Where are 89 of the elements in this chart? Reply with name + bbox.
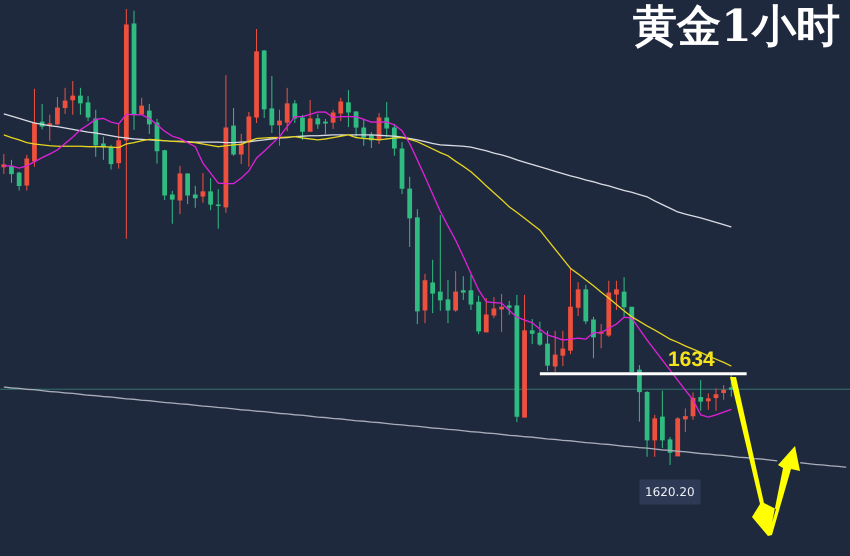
candlestick xyxy=(591,316,596,359)
candlestick xyxy=(492,296,496,319)
candlestick xyxy=(124,8,129,240)
candlestick xyxy=(682,408,688,433)
candlestick xyxy=(47,114,52,142)
candlestick xyxy=(522,294,527,418)
candlestick xyxy=(224,74,228,214)
candlestick xyxy=(598,324,604,349)
candlestick xyxy=(422,273,428,324)
candlestick xyxy=(606,280,612,338)
candlestick xyxy=(629,306,634,372)
candlestick xyxy=(300,114,305,140)
candlestick xyxy=(93,109,98,158)
candlestick xyxy=(614,280,619,310)
candlestick xyxy=(514,294,520,423)
candlestick xyxy=(323,118,328,134)
candlestick xyxy=(178,165,182,215)
candlestick xyxy=(468,274,474,310)
candlestick xyxy=(460,276,466,300)
candlestick xyxy=(728,374,734,398)
candlestick xyxy=(354,110,358,138)
candlestick xyxy=(170,190,175,224)
candlestick xyxy=(277,109,282,146)
candlestick xyxy=(254,28,259,124)
candlestick xyxy=(185,172,190,205)
candlestick xyxy=(216,188,221,230)
candlestick xyxy=(414,208,420,325)
candlestick xyxy=(16,171,22,191)
annotation: 1620.20 xyxy=(645,485,695,499)
candlestick xyxy=(315,113,320,130)
candlestick xyxy=(552,330,558,372)
candlestick xyxy=(668,436,672,466)
candlestick xyxy=(438,214,443,312)
candlestick xyxy=(660,390,665,449)
candlestick xyxy=(24,154,30,191)
candlestick xyxy=(706,392,711,410)
candlestick xyxy=(446,279,450,324)
candlestick xyxy=(238,133,244,165)
candlestick xyxy=(139,97,144,116)
candlestick xyxy=(346,90,351,128)
candlestick xyxy=(284,87,290,132)
candlestick xyxy=(560,330,566,367)
candlestick xyxy=(430,259,436,314)
candlestick xyxy=(675,416,680,456)
candlestick xyxy=(400,142,404,195)
candlestick xyxy=(9,159,14,184)
candlestick xyxy=(407,176,412,248)
candlestick xyxy=(269,76,274,134)
candlestick xyxy=(644,390,650,458)
candlestick xyxy=(55,96,60,126)
candlestick xyxy=(545,330,550,372)
candlestick xyxy=(506,300,512,316)
candlestick xyxy=(62,87,68,114)
candlestick xyxy=(384,102,390,138)
candlestick xyxy=(499,293,504,332)
candlestick xyxy=(262,50,267,118)
candlestick xyxy=(338,97,344,122)
candlestick xyxy=(453,270,458,312)
candlestick xyxy=(78,87,83,116)
candlestick xyxy=(622,276,626,318)
candlestick xyxy=(714,388,718,412)
candlestick xyxy=(200,172,206,204)
candlestick xyxy=(576,282,581,316)
candlestick xyxy=(208,178,213,211)
candlestick xyxy=(537,321,542,346)
candlestick xyxy=(530,318,535,345)
candlestick xyxy=(146,103,152,134)
candlestick xyxy=(132,10,136,130)
series-label: 1634 xyxy=(668,348,716,371)
candlestick xyxy=(246,112,252,168)
candlestick xyxy=(231,107,236,156)
candlestick xyxy=(583,284,588,325)
candlestick xyxy=(116,123,122,170)
candlestick xyxy=(476,295,481,335)
candlestick xyxy=(32,88,37,168)
candlestick xyxy=(484,298,489,332)
candlestick xyxy=(108,144,114,170)
candlestick xyxy=(162,149,168,201)
candlestick xyxy=(1,153,6,175)
candlestick xyxy=(652,414,658,458)
candlestick xyxy=(698,380,704,412)
chart-title: 黄金1小时 xyxy=(633,0,840,52)
candlestick xyxy=(308,100,313,132)
candlestick xyxy=(690,392,696,420)
candlestick xyxy=(192,185,198,208)
candlestick xyxy=(86,96,90,122)
candlestick xyxy=(721,384,726,400)
candlestick xyxy=(70,80,76,116)
candlestick xyxy=(568,268,573,355)
